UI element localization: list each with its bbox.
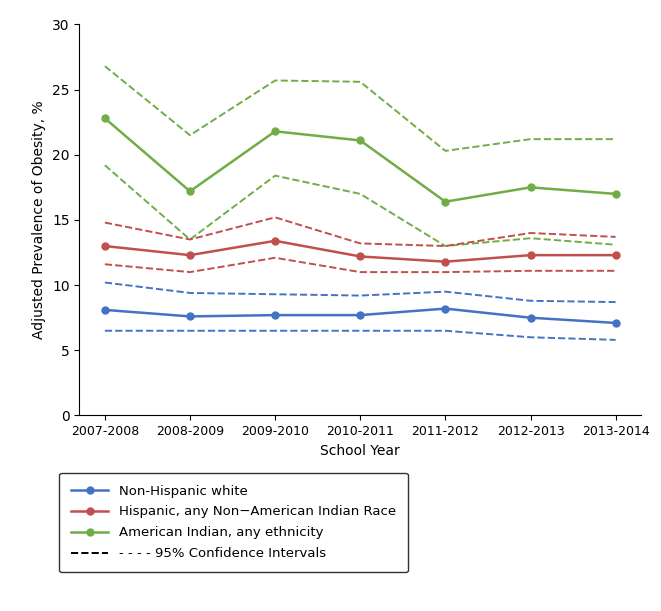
- X-axis label: School Year: School Year: [321, 444, 400, 458]
- Y-axis label: Adjusted Prevalence of Obesity, %: Adjusted Prevalence of Obesity, %: [32, 101, 46, 339]
- Legend: Non-Hispanic white, Hispanic, any Non−American Indian Race, American Indian, any: Non-Hispanic white, Hispanic, any Non−Am…: [59, 473, 408, 572]
